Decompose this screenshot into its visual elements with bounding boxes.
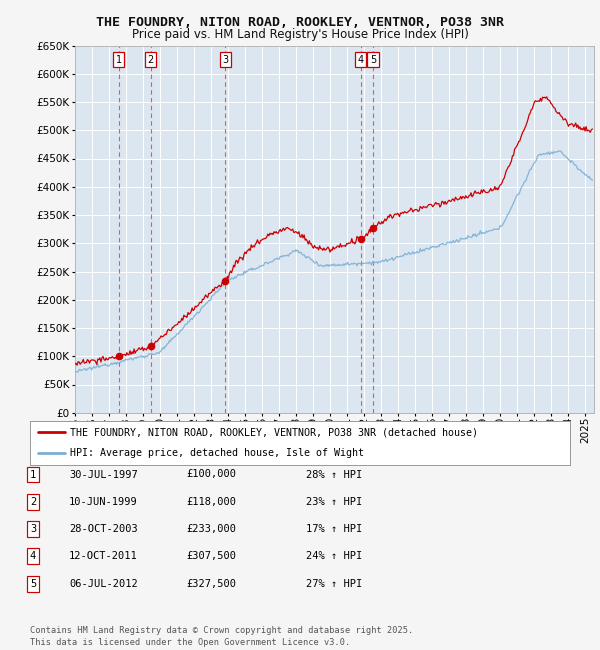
Text: 2: 2 (30, 497, 36, 507)
Text: 30-JUL-1997: 30-JUL-1997 (69, 469, 138, 480)
Text: 12-OCT-2011: 12-OCT-2011 (69, 551, 138, 562)
Text: Contains HM Land Registry data © Crown copyright and database right 2025.
This d: Contains HM Land Registry data © Crown c… (30, 626, 413, 647)
Text: 5: 5 (370, 55, 376, 64)
Text: £307,500: £307,500 (186, 551, 236, 562)
Text: 2: 2 (148, 55, 154, 64)
Text: 10-JUN-1999: 10-JUN-1999 (69, 497, 138, 507)
Text: £233,000: £233,000 (186, 524, 236, 534)
Text: £100,000: £100,000 (186, 469, 236, 480)
Text: HPI: Average price, detached house, Isle of Wight: HPI: Average price, detached house, Isle… (71, 448, 365, 458)
Text: £118,000: £118,000 (186, 497, 236, 507)
Text: 3: 3 (222, 55, 229, 64)
Text: THE FOUNDRY, NITON ROAD, ROOKLEY, VENTNOR, PO38 3NR (detached house): THE FOUNDRY, NITON ROAD, ROOKLEY, VENTNO… (71, 428, 479, 437)
Text: THE FOUNDRY, NITON ROAD, ROOKLEY, VENTNOR, PO38 3NR: THE FOUNDRY, NITON ROAD, ROOKLEY, VENTNO… (96, 16, 504, 29)
Text: 27% ↑ HPI: 27% ↑ HPI (306, 578, 362, 589)
Text: 28-OCT-2003: 28-OCT-2003 (69, 524, 138, 534)
Text: 28% ↑ HPI: 28% ↑ HPI (306, 469, 362, 480)
Text: 1: 1 (30, 469, 36, 480)
Text: 4: 4 (358, 55, 364, 64)
Text: 17% ↑ HPI: 17% ↑ HPI (306, 524, 362, 534)
Text: 3: 3 (30, 524, 36, 534)
Text: 4: 4 (30, 551, 36, 562)
Text: Price paid vs. HM Land Registry's House Price Index (HPI): Price paid vs. HM Land Registry's House … (131, 28, 469, 41)
Text: 24% ↑ HPI: 24% ↑ HPI (306, 551, 362, 562)
Text: 5: 5 (30, 578, 36, 589)
Text: 23% ↑ HPI: 23% ↑ HPI (306, 497, 362, 507)
Text: 06-JUL-2012: 06-JUL-2012 (69, 578, 138, 589)
Text: 1: 1 (116, 55, 122, 64)
Text: £327,500: £327,500 (186, 578, 236, 589)
